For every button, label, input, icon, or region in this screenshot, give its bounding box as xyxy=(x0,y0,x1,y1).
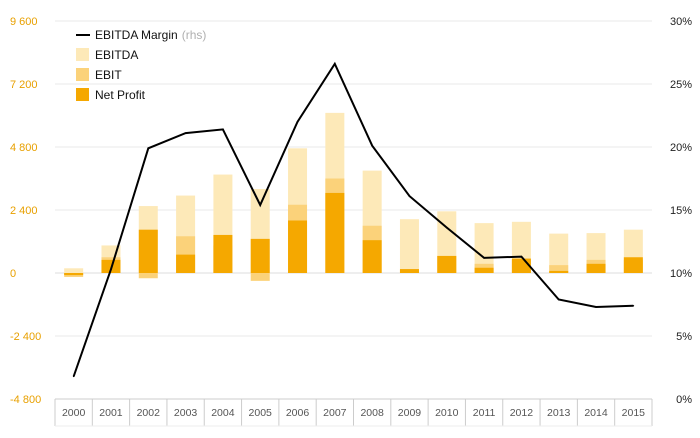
x-tick-label: 2004 xyxy=(211,407,235,419)
y-left-tick-label: 7 200 xyxy=(10,79,38,91)
bar-ebitda xyxy=(474,223,494,273)
point-ebitda-margin xyxy=(520,255,523,258)
bar-net-profit xyxy=(138,229,158,273)
y-right-tick-label: 15% xyxy=(670,205,692,217)
bar-ebit xyxy=(549,265,569,273)
x-tick-label: 2013 xyxy=(547,407,571,419)
x-tick-label: 2001 xyxy=(99,407,123,419)
x-tick-label: 2006 xyxy=(286,407,310,419)
point-ebitda-margin xyxy=(110,268,112,271)
bar-net-profit xyxy=(511,258,531,273)
bar-net-profit xyxy=(437,255,457,273)
point-ebitda-margin xyxy=(334,63,336,65)
x-tick-label: 2009 xyxy=(398,407,422,419)
bar-net-profit xyxy=(586,263,606,273)
y-left-tick-label: 2 400 xyxy=(10,205,38,217)
bar-ebitda xyxy=(549,233,569,273)
point-ebitda-margin xyxy=(595,306,597,308)
bar-ebit xyxy=(138,273,158,279)
bar-net-profit xyxy=(176,254,196,273)
bar-net-profit xyxy=(474,267,494,273)
bar-net-profit xyxy=(325,192,345,273)
y-left-tick-label: 4 800 xyxy=(10,142,38,154)
point-ebitda-margin xyxy=(147,147,150,150)
point-ebitda-margin xyxy=(445,226,448,229)
y-right-tick-label: 20% xyxy=(670,142,692,154)
x-tick-label: 2007 xyxy=(323,407,347,419)
x-tick-label: 2011 xyxy=(473,407,496,419)
legend-label-suffix: (rhs) xyxy=(182,28,207,42)
y-right-tick-label: 30% xyxy=(670,16,692,28)
point-ebitda-margin xyxy=(632,304,635,307)
bar-net-profit xyxy=(64,273,84,276)
point-ebitda-margin xyxy=(408,195,411,197)
bar-ebitda xyxy=(399,219,419,273)
point-ebitda-margin xyxy=(371,144,373,147)
y-left-tick-label: -2 400 xyxy=(10,331,41,343)
y-left-tick-label: -4 800 xyxy=(10,394,41,406)
legend: EBITDA Margin (rhs) EBITDA EBIT Net Profit xyxy=(76,28,206,102)
bar-net-profit xyxy=(213,234,233,273)
y-right-tick-label: 25% xyxy=(670,79,692,91)
bar-net-profit xyxy=(623,257,643,273)
line-layer xyxy=(72,61,635,378)
point-ebitda-margin xyxy=(483,257,485,259)
legend-label: EBIT xyxy=(95,68,122,82)
bar-net-profit xyxy=(549,270,569,273)
bar-net-profit xyxy=(399,269,419,273)
x-tick-label: 2015 xyxy=(622,407,646,419)
point-ebitda-margin xyxy=(296,121,299,123)
point-ebitda-margin xyxy=(222,128,224,131)
bars-layer xyxy=(64,112,643,281)
x-tick-label: 2008 xyxy=(360,407,384,419)
x-tick-label: 2010 xyxy=(435,407,459,419)
point-ebitda-margin xyxy=(184,132,187,134)
point-ebitda-margin xyxy=(72,375,75,378)
y-left-tick-label: 0 xyxy=(10,268,16,280)
legend-swatch-ebit xyxy=(76,68,89,81)
y-right-tick-label: 0% xyxy=(676,394,692,406)
x-tick-label: 2014 xyxy=(584,407,608,419)
axis-layer: -4 800 -2 400 0 2 400 4 800 7 200 9 600 0% 5% 10%… xyxy=(10,16,692,427)
x-tick-label: 2002 xyxy=(137,407,161,419)
x-tick-label: 2005 xyxy=(249,407,273,419)
y-right-tick-label: 10% xyxy=(670,268,692,280)
bar-ebitda xyxy=(64,268,84,273)
x-tick-label: 2012 xyxy=(510,407,534,419)
y-left-tick-label: 9 600 xyxy=(10,16,38,28)
y-right-tick-label: 5% xyxy=(676,331,692,343)
legend-label: EBITDA Margin (rhs) xyxy=(95,28,206,42)
x-tick-label: 2003 xyxy=(174,407,198,419)
legend-label: Net Profit xyxy=(95,88,146,102)
bar-net-profit xyxy=(362,240,382,273)
point-ebitda-margin xyxy=(557,298,560,301)
point-ebitda-margin xyxy=(259,204,262,206)
bar-ebit xyxy=(250,273,270,281)
bar-net-profit xyxy=(288,220,308,273)
bar-net-profit xyxy=(250,238,270,273)
line-ebitda-margin xyxy=(72,61,634,377)
legend-label: EBITDA xyxy=(95,48,138,62)
x-tick-label: 2000 xyxy=(62,407,86,419)
legend-swatch-ebitda xyxy=(76,48,89,61)
legend-swatch-net-profit xyxy=(76,88,89,101)
